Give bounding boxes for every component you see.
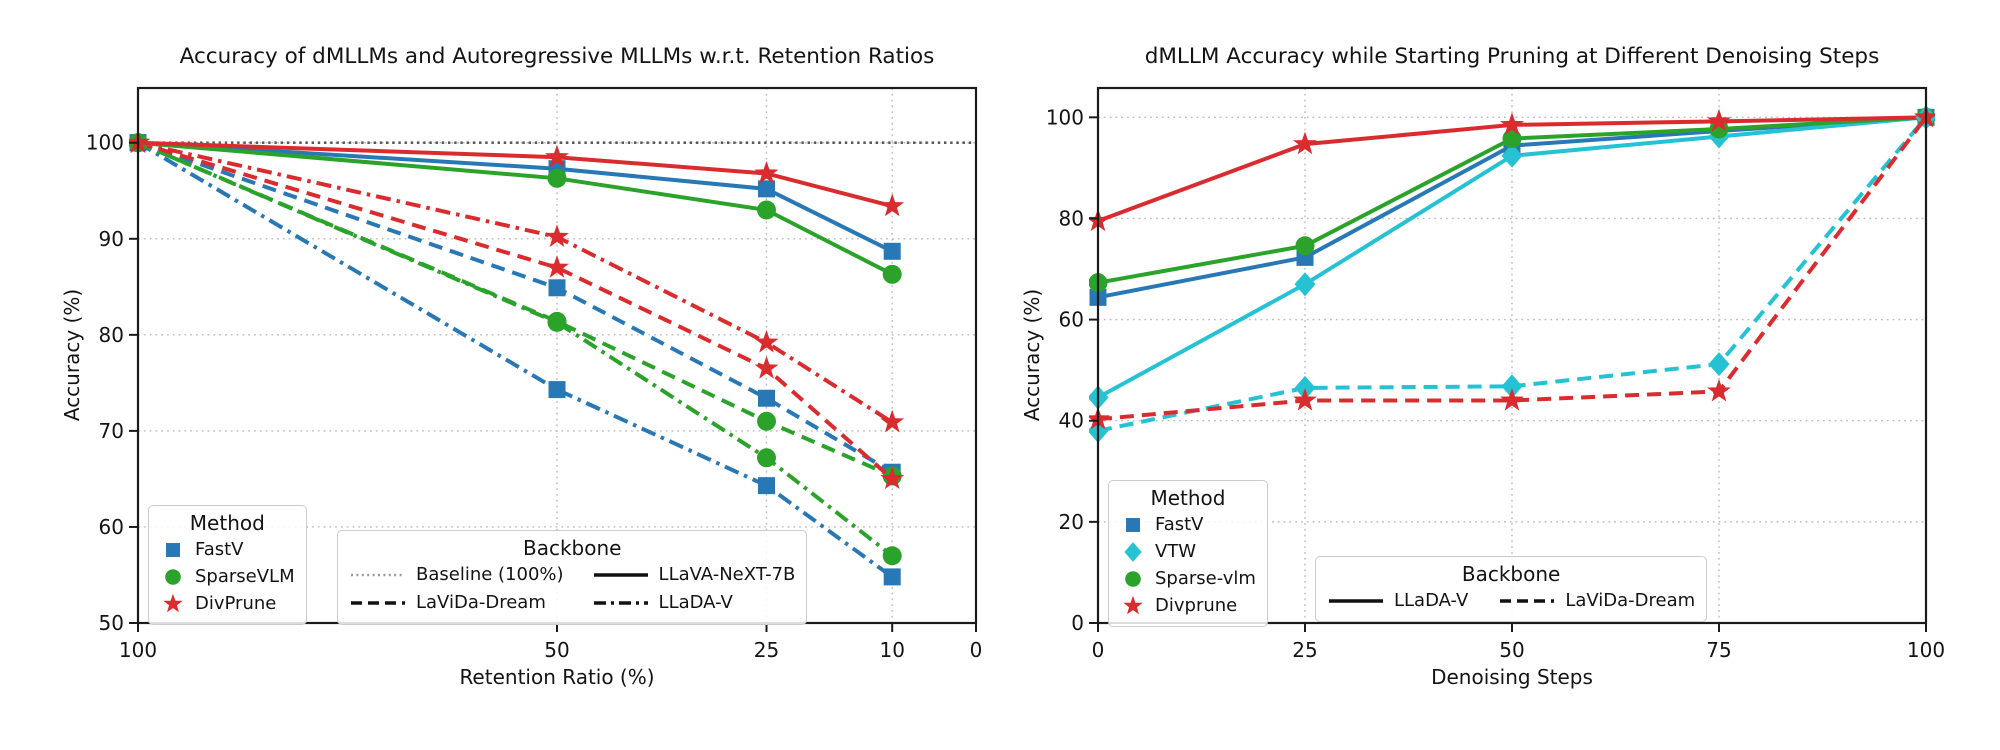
legend-title: Method (189, 511, 265, 535)
x-tick-label: 25 (1292, 638, 1317, 662)
divprune-star-marker-icon (1120, 595, 1146, 617)
divprune-star-marker-icon (160, 593, 186, 615)
legend-item-llada-v: LLaDA-V (592, 589, 796, 616)
series-divprune-llava-next-7b (129, 130, 905, 217)
solid-line-sample-icon (1327, 594, 1385, 608)
x-tick-label: 0 (1092, 638, 1105, 662)
right-y-axis-label: Accuracy (%) (1020, 288, 1044, 422)
x-tick-label: 100 (119, 638, 157, 662)
series-divprune-lavida-dream (1089, 104, 1935, 430)
y-tick-label: 70 (99, 419, 124, 443)
left-backbone-legend: Backbone Baseline (100%) LaViDa-Dream LL… (337, 530, 808, 625)
y-tick-label: 50 (99, 611, 124, 635)
x-tick-label: 50 (544, 638, 569, 662)
legend-title: Backbone (522, 536, 622, 560)
legend-item-sparsevlm: SparseVLM (160, 563, 295, 590)
legend-label: LLaDA-V (1394, 590, 1469, 611)
dotted-line-sample-icon (349, 568, 407, 582)
legend-item-llava-next-7b: LLaVA-NeXT-7B (592, 561, 796, 588)
legend-item-lavida-dream: LaViDa-Dream (1498, 587, 1695, 614)
x-tick-label: 25 (754, 638, 779, 662)
legend-label: SparseVLM (195, 566, 295, 587)
series-sparsevlm-lavida-dream (129, 133, 902, 486)
dashed-line-sample-icon (349, 596, 407, 610)
sparsevlm-circle-marker-icon (160, 566, 186, 588)
y-tick-label: 0 (1071, 611, 1084, 635)
y-tick-label: 80 (99, 323, 124, 347)
left-x-axis-label: Retention Ratio (%) (459, 665, 655, 689)
left-chart-title: Accuracy of dMLLMs and Autoregressive ML… (179, 44, 935, 69)
right-x-axis-label: Denoising Steps (1431, 665, 1593, 689)
legend-label: DivPrune (195, 593, 277, 614)
legend-title: Backbone (1461, 562, 1561, 586)
x-tick-label: 0 (970, 638, 983, 662)
y-tick-label: 100 (86, 131, 124, 155)
legend-item-sparse-vlm: Sparse-vlm (1120, 565, 1256, 592)
x-tick-label: 100 (1907, 638, 1945, 662)
left-y-axis-label: Accuracy (%) (60, 288, 84, 422)
vtw-diamond-marker-icon (1120, 541, 1146, 563)
right-backbone-legend: Backbone LLaDA-V LaViDa-Dream (1315, 556, 1708, 622)
legend-label: FastV (195, 539, 244, 560)
dashed-line-sample-icon (1498, 594, 1556, 608)
legend-label: VTW (1155, 541, 1197, 562)
legend-label: LaViDa-Dream (416, 592, 546, 613)
fastv-square-marker-icon (1120, 514, 1146, 536)
chart-denoising: 0 25 50 75 100 0 20 40 60 80 100 (1046, 86, 1945, 662)
legend-item-divprune: Divprune (1120, 592, 1256, 619)
x-tick-label: 75 (1706, 638, 1731, 662)
axis-ticks: 0 25 50 75 100 0 20 40 60 80 100 (1046, 105, 1945, 662)
sparse-vlm-circle-marker-icon (1120, 568, 1146, 590)
legend-title: Method (1150, 486, 1226, 510)
solid-line-sample-icon (592, 568, 650, 582)
legend-label: LaViDa-Dream (1565, 590, 1696, 611)
legend-label: LLaDA-V (658, 592, 733, 613)
legend-label: Divprune (1155, 595, 1238, 616)
legend-item-divprune: DivPrune (160, 590, 295, 617)
legend-item-fastv: FastV (160, 536, 295, 563)
series-sparse-vlm-llada-v (1089, 107, 1935, 293)
y-tick-label: 80 (1059, 206, 1084, 230)
left-method-legend: Method FastV SparseVLM DivPrune (148, 505, 307, 625)
y-tick-label: 60 (1059, 308, 1084, 332)
legend-label: Baseline (100%) (416, 564, 564, 585)
x-tick-label: 10 (879, 638, 904, 662)
legend-label: FastV (1155, 514, 1204, 535)
dashdot-line-sample-icon (592, 596, 650, 610)
x-tick-label: 50 (1499, 638, 1524, 662)
legend-item-fastv: FastV (1120, 511, 1256, 538)
legend-label: LLaVA-NeXT-7B (658, 564, 796, 585)
fastv-square-marker-icon (160, 539, 186, 561)
right-method-legend: Method FastV VTW Sparse-vlm Divprune (1108, 480, 1268, 627)
legend-item-llada-v: LLaDA-V (1327, 587, 1468, 614)
right-chart-title: dMLLM Accuracy while Starting Pruning at… (1144, 44, 1880, 69)
y-tick-label: 90 (99, 227, 124, 251)
y-tick-label: 60 (99, 515, 124, 539)
series-divprune-lavida-dream (129, 130, 905, 489)
y-tick-label: 40 (1059, 409, 1084, 433)
series-group (1089, 104, 1935, 443)
legend-label: Sparse-vlm (1155, 568, 1256, 589)
legend-item-baseline: Baseline (100%) (349, 561, 564, 588)
y-tick-label: 100 (1046, 105, 1084, 129)
legend-item-lavida-dream: LaViDa-Dream (349, 589, 564, 616)
y-tick-label: 20 (1059, 510, 1084, 534)
legend-item-vtw: VTW (1120, 538, 1256, 565)
